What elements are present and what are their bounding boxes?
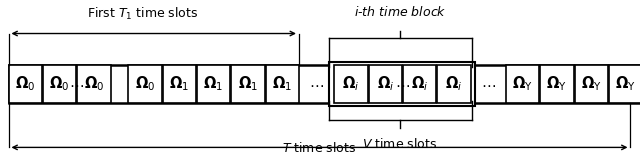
Bar [403,65,436,103]
Text: $\mathbf{\Omega}_1$: $\mathbf{\Omega}_1$ [238,75,258,93]
Bar [231,65,264,103]
Text: $T$ time slots: $T$ time slots [282,141,356,155]
Text: $\mathbf{\Omega}_{\Upsilon}$: $\mathbf{\Omega}_{\Upsilon}$ [512,75,533,93]
Text: $\mathbf{\Omega}_{\Upsilon}$: $\mathbf{\Omega}_{\Upsilon}$ [615,75,636,93]
Bar [266,65,299,103]
Text: $\mathbf{\Omega}_0$: $\mathbf{\Omega}_0$ [15,75,35,93]
Text: $\mathbf{\Omega}_1$: $\mathbf{\Omega}_1$ [272,75,292,93]
Text: $i$-th time block: $i$-th time block [354,5,446,19]
Text: $\cdots$: $\cdots$ [481,76,496,91]
Bar [575,65,608,103]
Bar [334,65,367,103]
Text: $\mathbf{\Omega}_0$: $\mathbf{\Omega}_0$ [49,75,70,93]
Bar [8,65,42,103]
Text: First $T_1$ time slots: First $T_1$ time slots [87,6,198,22]
Text: $\mathbf{\Omega}_{\Upsilon}$: $\mathbf{\Omega}_{\Upsilon}$ [580,75,602,93]
Bar [540,65,573,103]
Bar [506,65,539,103]
Text: $\cdots$: $\cdots$ [395,76,410,91]
Bar [369,65,402,103]
Bar [197,65,230,103]
Text: $\mathbf{\Omega}_i$: $\mathbf{\Omega}_i$ [445,75,463,93]
Bar [163,65,196,103]
Text: $\mathbf{\Omega}_i$: $\mathbf{\Omega}_i$ [376,75,394,93]
Bar [77,65,111,103]
Text: $\mathbf{\Omega}_0$: $\mathbf{\Omega}_0$ [134,75,155,93]
Text: $\mathbf{\Omega}_i$: $\mathbf{\Omega}_i$ [411,75,428,93]
Text: $\mathbf{\Omega}_1$: $\mathbf{\Omega}_1$ [169,75,189,93]
Text: $\mathbf{\Omega}_{\Upsilon}$: $\mathbf{\Omega}_{\Upsilon}$ [547,75,567,93]
Text: $\cdots$: $\cdots$ [309,76,324,91]
Bar [330,62,476,106]
Text: $\mathbf{\Omega}_i$: $\mathbf{\Omega}_i$ [342,75,360,93]
Bar [43,65,76,103]
Text: $\cdots$: $\cdots$ [69,76,84,91]
Bar [128,65,161,103]
Bar [8,65,640,103]
Text: $V$ time slots: $V$ time slots [362,137,438,152]
Bar [437,65,470,103]
Text: $\mathbf{\Omega}_0$: $\mathbf{\Omega}_0$ [84,75,104,93]
Text: $\mathbf{\Omega}_1$: $\mathbf{\Omega}_1$ [204,75,223,93]
Bar [609,65,640,103]
